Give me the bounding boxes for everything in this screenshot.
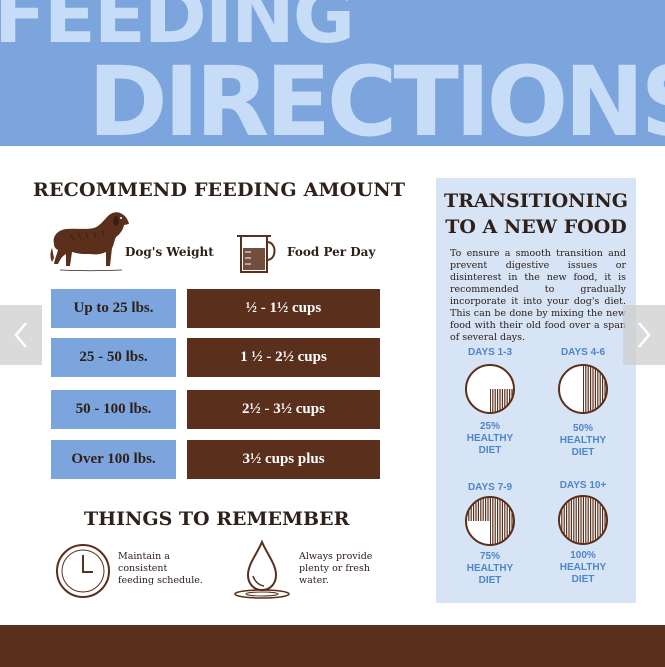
measuring-cup-icon (237, 235, 276, 273)
weight-cell: 50 - 100 lbs. (51, 390, 176, 429)
weight-column-header: Dog's Weight (125, 245, 214, 259)
water-drop-icon (234, 539, 290, 599)
prev-slide-button[interactable] (0, 305, 42, 365)
stage-percent: 50% (572, 423, 593, 434)
stage-percent-label: 50% HEALTHY DIET (543, 423, 623, 459)
feeding-title: RECOMMEND FEEDING AMOUNT (33, 179, 406, 201)
food-column-header: Food Per Day (287, 245, 376, 259)
stage-healthy: HEALTHY (466, 433, 514, 444)
clock-icon (56, 544, 110, 598)
stage-diet: DIET (571, 447, 595, 458)
stage-healthy: HEALTHY (466, 563, 514, 574)
stage-percent: 75% (479, 551, 500, 562)
pie-outline (465, 364, 515, 414)
stage-days-label: DAYS 7-9 (467, 482, 513, 493)
stage-days-label: DAYS 10+ (559, 480, 607, 491)
transition-title-line1: TRANSITIONING (443, 190, 629, 212)
hero-title-line1: FEEDING (0, 0, 355, 60)
chevron-left-icon (14, 322, 27, 348)
food-cell: 3½ cups plus (187, 440, 380, 479)
food-cell: 1 ½ - 2½ cups (187, 338, 380, 377)
weight-cell: Over 100 lbs. (51, 440, 176, 479)
schedule-note: Maintain a consistent feeding schedule. (118, 551, 203, 586)
hero-banner: FEEDING DIRECTIONS (0, 0, 665, 146)
chevron-right-icon (638, 322, 651, 348)
stage-percent-label: 100% HEALTHY DIET (543, 550, 623, 586)
stage-diet: DIET (478, 575, 502, 586)
transition-description: To ensure a smooth transition and preven… (450, 248, 626, 343)
stage-pie-chart (558, 495, 608, 545)
next-slide-button[interactable] (623, 305, 665, 365)
water-note: Always provide plenty or fresh water. (299, 551, 373, 586)
stage-percent-label: 75% HEALTHY DIET (450, 551, 530, 587)
transition-title: TRANSITIONING TO A NEW FOOD (436, 188, 636, 240)
stage-diet: DIET (478, 445, 502, 456)
stage-percent: 25% (479, 421, 500, 432)
transition-title-line2: TO A NEW FOOD (445, 216, 627, 238)
stage-pie-chart (465, 496, 515, 546)
food-cell: ½ - 1½ cups (187, 289, 380, 328)
stage-healthy: HEALTHY (559, 435, 607, 446)
hero-title-line2: DIRECTIONS (88, 46, 665, 146)
stage-days-label: DAYS 4-6 (560, 347, 606, 358)
pie-outline (465, 496, 515, 546)
weight-cell: 25 - 50 lbs. (51, 338, 176, 377)
stage-percent-label: 25% HEALTHY DIET (450, 421, 530, 457)
food-cell: 2½ - 3½ cups (187, 390, 380, 429)
dog-icon (50, 212, 130, 272)
pie-outline (558, 495, 608, 545)
remember-title: THINGS TO REMEMBER (84, 508, 350, 530)
stage-percent: 100% (570, 550, 596, 561)
stage-days-label: DAYS 1-3 (467, 347, 513, 358)
pie-outline (558, 364, 608, 414)
stage-healthy: HEALTHY (559, 562, 607, 573)
stage-pie-chart (558, 364, 608, 414)
stage-pie-chart (465, 364, 515, 414)
transition-panel: TRANSITIONING TO A NEW FOOD To ensure a … (436, 178, 636, 603)
stage-diet: DIET (571, 574, 595, 585)
footer-bar (0, 625, 665, 667)
weight-cell: Up to 25 lbs. (51, 289, 176, 328)
